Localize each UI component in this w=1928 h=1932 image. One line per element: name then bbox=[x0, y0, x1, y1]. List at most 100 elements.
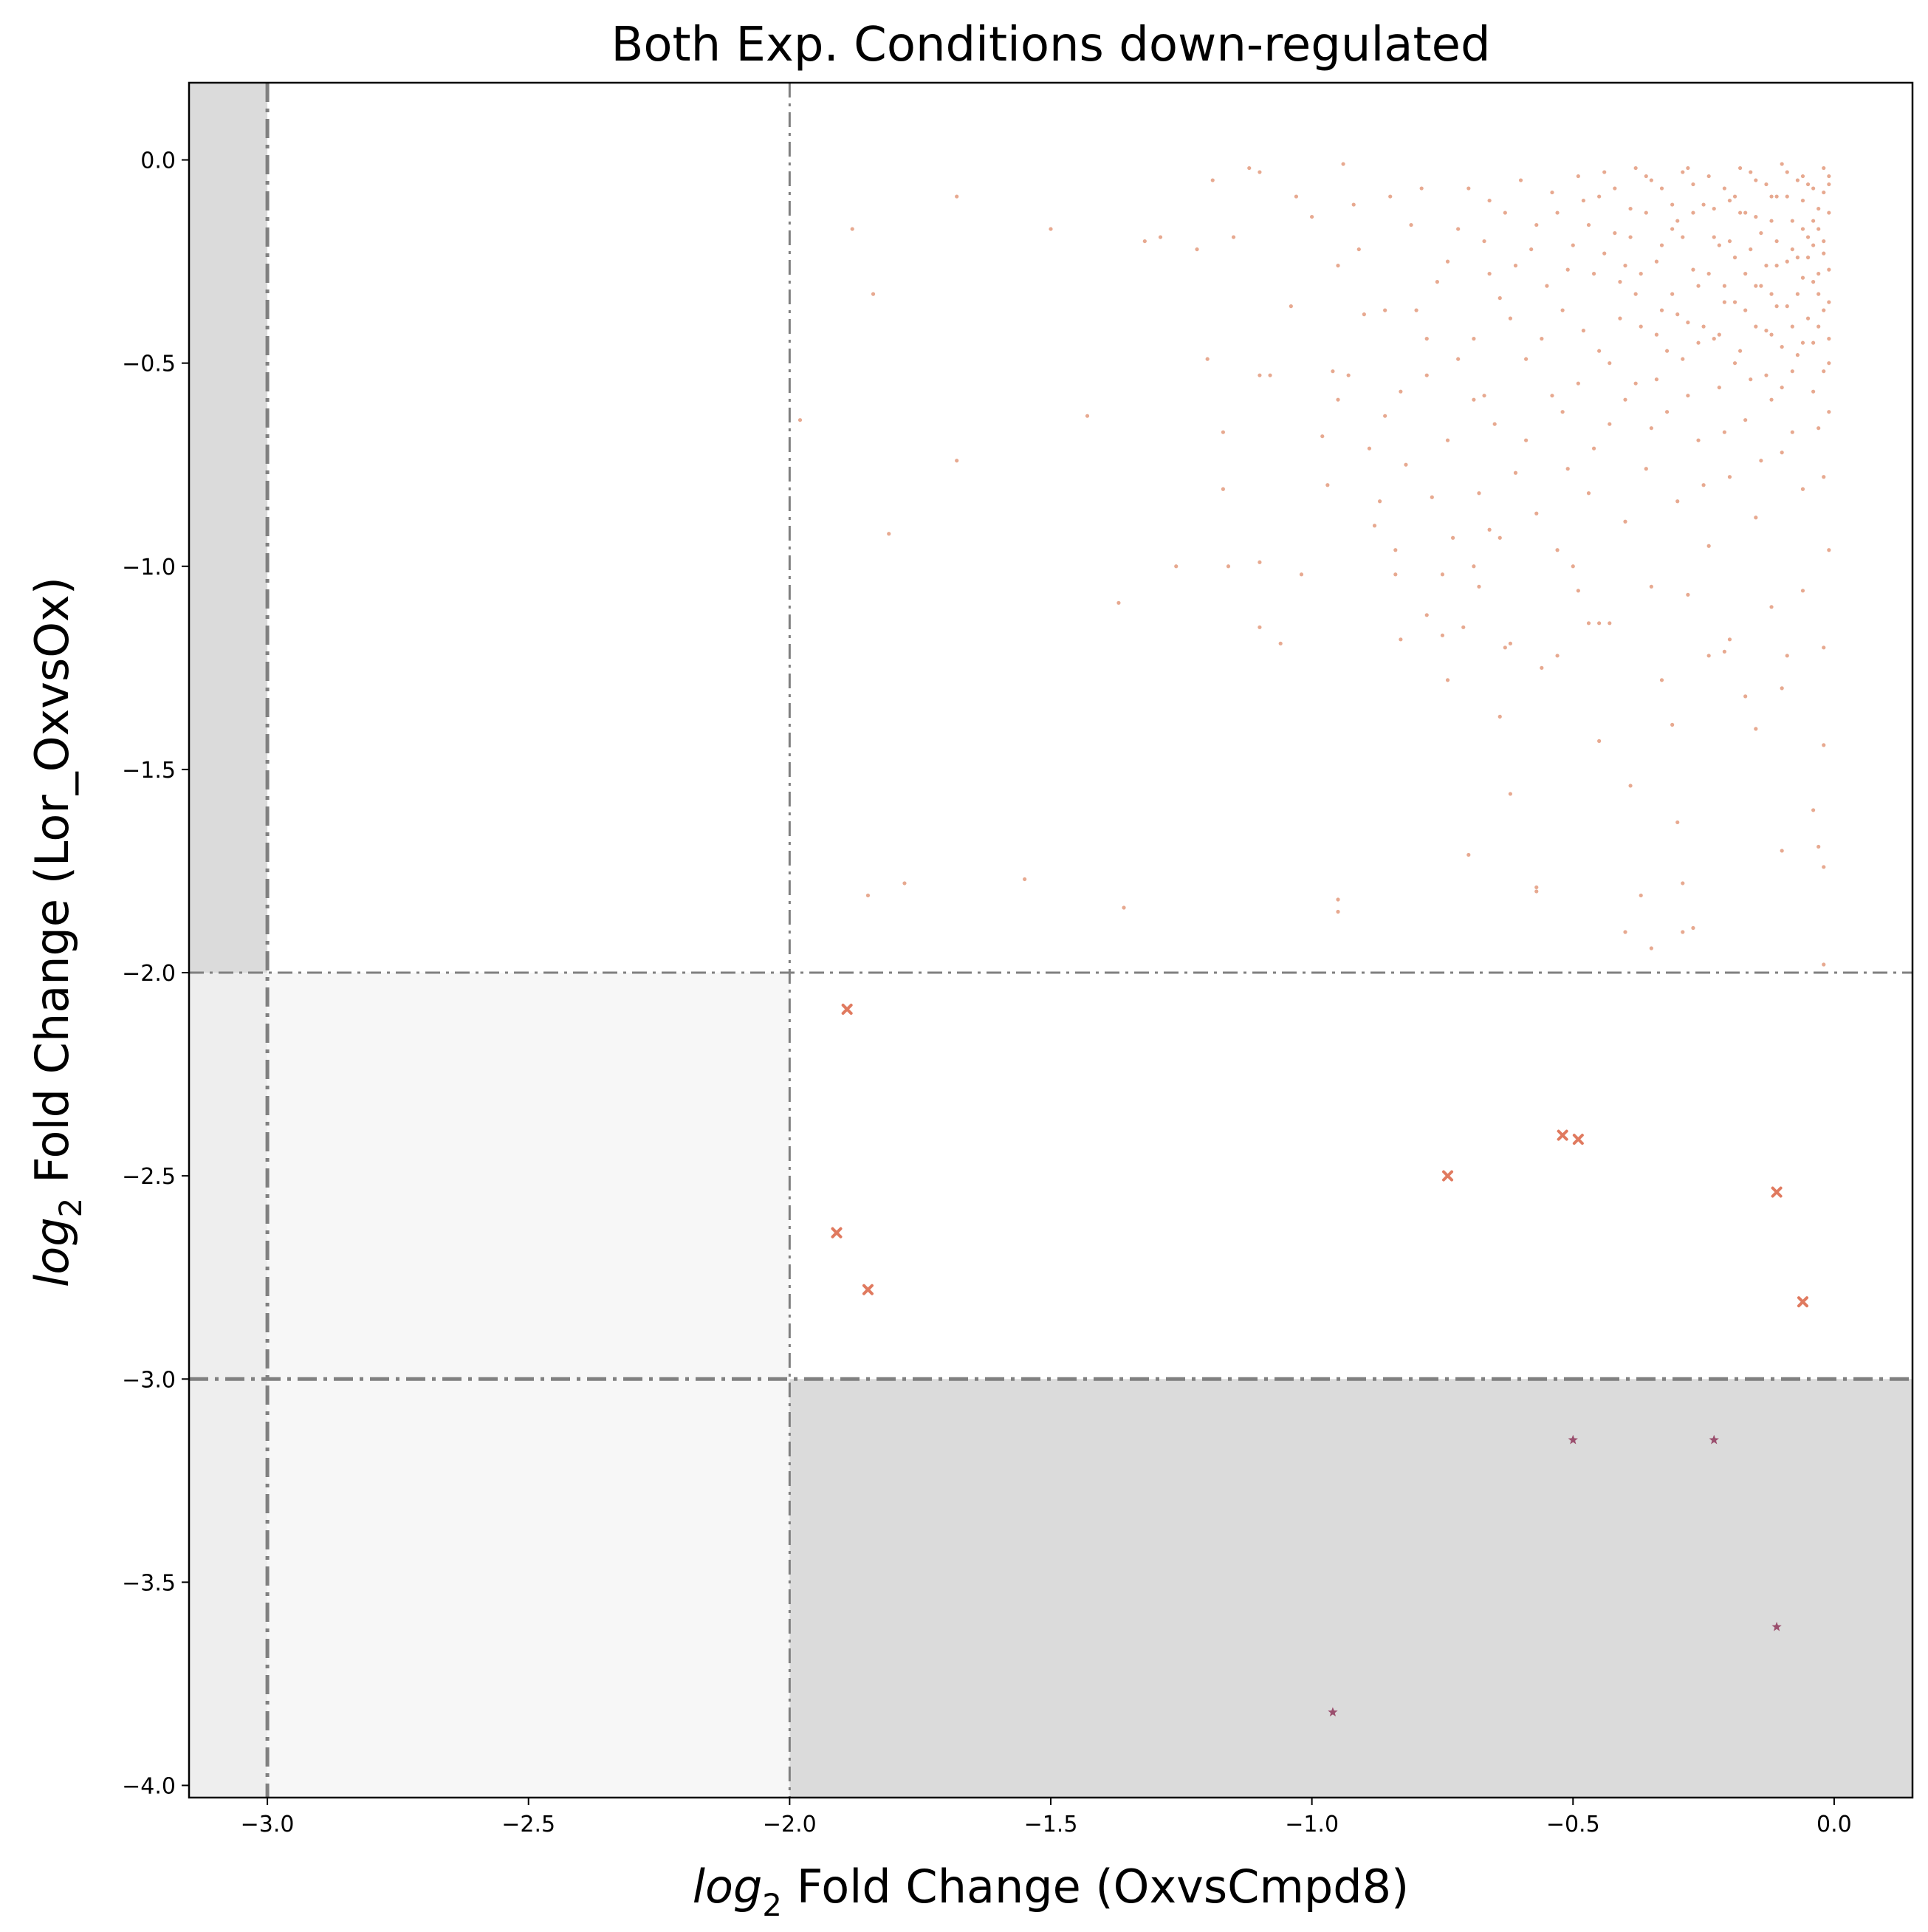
data-point-dot bbox=[1664, 349, 1670, 353]
data-point-dot bbox=[1377, 499, 1382, 504]
data-point-dot bbox=[1816, 227, 1821, 231]
data-point-dot bbox=[1675, 499, 1680, 504]
data-point-dot bbox=[1675, 820, 1680, 825]
data-point-dot bbox=[1534, 889, 1539, 894]
x-tick-label: −3.0 bbox=[241, 1812, 295, 1837]
data-point-dot bbox=[1644, 210, 1648, 215]
data-point-dot bbox=[1681, 881, 1685, 886]
data-point-dot bbox=[1576, 174, 1580, 179]
data-point-dot bbox=[1743, 418, 1748, 422]
data-point-dot bbox=[1513, 264, 1518, 268]
data-point-dot bbox=[1419, 186, 1424, 191]
data-point-dot bbox=[1754, 178, 1758, 182]
data-point-dot bbox=[1811, 219, 1816, 223]
data-point-dot bbox=[1639, 272, 1643, 276]
data-point-dot bbox=[1681, 235, 1685, 239]
data-point-dot bbox=[1602, 170, 1607, 174]
data-point-dot bbox=[1696, 438, 1701, 442]
data-point-dot bbox=[1571, 564, 1575, 569]
data-point-dot bbox=[1822, 369, 1826, 374]
data-point-dot bbox=[1785, 654, 1789, 658]
data-point-dot bbox=[1691, 267, 1695, 272]
data-point-dot bbox=[1795, 292, 1800, 296]
data-point-dot bbox=[1633, 165, 1638, 171]
data-point-dot bbox=[1754, 727, 1758, 731]
data-point-dot bbox=[1492, 422, 1497, 426]
data-point-dot bbox=[1805, 235, 1811, 239]
data-point-dot bbox=[1754, 214, 1758, 219]
y-tick-label: 0.0 bbox=[140, 148, 176, 174]
data-point-dot bbox=[1142, 239, 1147, 244]
data-point-dot bbox=[1388, 194, 1393, 199]
data-point-dot bbox=[1477, 584, 1481, 589]
data-point-dot bbox=[1258, 170, 1262, 174]
data-point-dot bbox=[1811, 186, 1816, 191]
data-point-dot bbox=[1597, 194, 1602, 199]
data-point-dot bbox=[1785, 304, 1789, 309]
data-point-dot bbox=[887, 532, 891, 536]
data-point-dot bbox=[1654, 259, 1659, 264]
data-point-dot bbox=[1800, 487, 1805, 491]
data-point-dot bbox=[1466, 852, 1471, 857]
data-point-dot bbox=[1780, 686, 1784, 691]
data-point-dot bbox=[1399, 389, 1403, 394]
data-point-dot bbox=[1586, 222, 1591, 227]
data-point-dot bbox=[1608, 361, 1612, 366]
data-point-dot bbox=[1811, 808, 1816, 812]
data-point-dot bbox=[1701, 324, 1706, 329]
data-point-dot bbox=[1732, 194, 1737, 199]
data-point-dot bbox=[1800, 198, 1805, 203]
data-point-dot bbox=[1800, 174, 1805, 179]
data-point-dot bbox=[1221, 487, 1225, 491]
data-point-dot bbox=[1435, 280, 1439, 284]
data-point-dot bbox=[1827, 174, 1831, 179]
data-point-dot bbox=[1659, 308, 1664, 312]
data-point-dot bbox=[1754, 324, 1758, 329]
data-point-dot bbox=[1049, 227, 1053, 231]
data-point-dot bbox=[955, 194, 959, 199]
data-point-dot bbox=[1769, 194, 1774, 199]
data-point-dot bbox=[1749, 247, 1753, 252]
data-point-dot bbox=[1513, 470, 1518, 475]
reference-lines bbox=[189, 83, 1912, 1798]
data-point-dot bbox=[1654, 377, 1659, 382]
data-point-dot bbox=[1706, 272, 1711, 276]
data-point-dot bbox=[1540, 337, 1544, 341]
data-point-dot bbox=[1482, 394, 1486, 398]
data-point-dot bbox=[1670, 202, 1675, 207]
data-point-dot bbox=[1800, 589, 1805, 593]
shaded-region bbox=[189, 973, 268, 1798]
data-point-dot bbox=[1623, 397, 1627, 402]
x-tick-label: 0.0 bbox=[1816, 1812, 1852, 1837]
data-point-dot bbox=[1409, 222, 1413, 227]
data-point-dot bbox=[797, 418, 803, 422]
x-tick-label: −2.5 bbox=[501, 1812, 555, 1837]
data-point-dot bbox=[1576, 381, 1580, 386]
data-point-dot bbox=[1764, 264, 1769, 268]
data-point-dot bbox=[1664, 410, 1670, 414]
data-point-dot bbox=[1691, 210, 1695, 215]
data-point-dot bbox=[1534, 885, 1539, 890]
data-point-dot bbox=[1727, 198, 1732, 203]
data-point-dot bbox=[1623, 930, 1627, 934]
data-point-dot bbox=[1764, 329, 1769, 333]
data-point-dot bbox=[1540, 665, 1544, 670]
y-tick-label: −2.5 bbox=[122, 1164, 176, 1190]
y-tick-label: −0.5 bbox=[122, 352, 176, 377]
data-point-dot bbox=[1633, 381, 1638, 386]
data-point-dot bbox=[1774, 239, 1779, 244]
data-point-dot bbox=[1681, 357, 1685, 361]
data-point-dot bbox=[1743, 308, 1748, 312]
data-point-dot bbox=[1336, 264, 1340, 268]
data-point-dot bbox=[1780, 451, 1784, 455]
data-point-dot bbox=[1696, 340, 1701, 345]
data-point-dot bbox=[1827, 361, 1831, 366]
data-point-dot bbox=[1430, 495, 1434, 499]
data-point-dot bbox=[1613, 230, 1617, 236]
data-point-dot bbox=[1759, 284, 1763, 288]
data-point-dot bbox=[1822, 645, 1826, 650]
data-point-dot bbox=[1195, 247, 1199, 252]
y-tick-label: −1.0 bbox=[122, 555, 176, 580]
shaded-region bbox=[189, 83, 268, 973]
data-point-dot bbox=[871, 292, 876, 296]
